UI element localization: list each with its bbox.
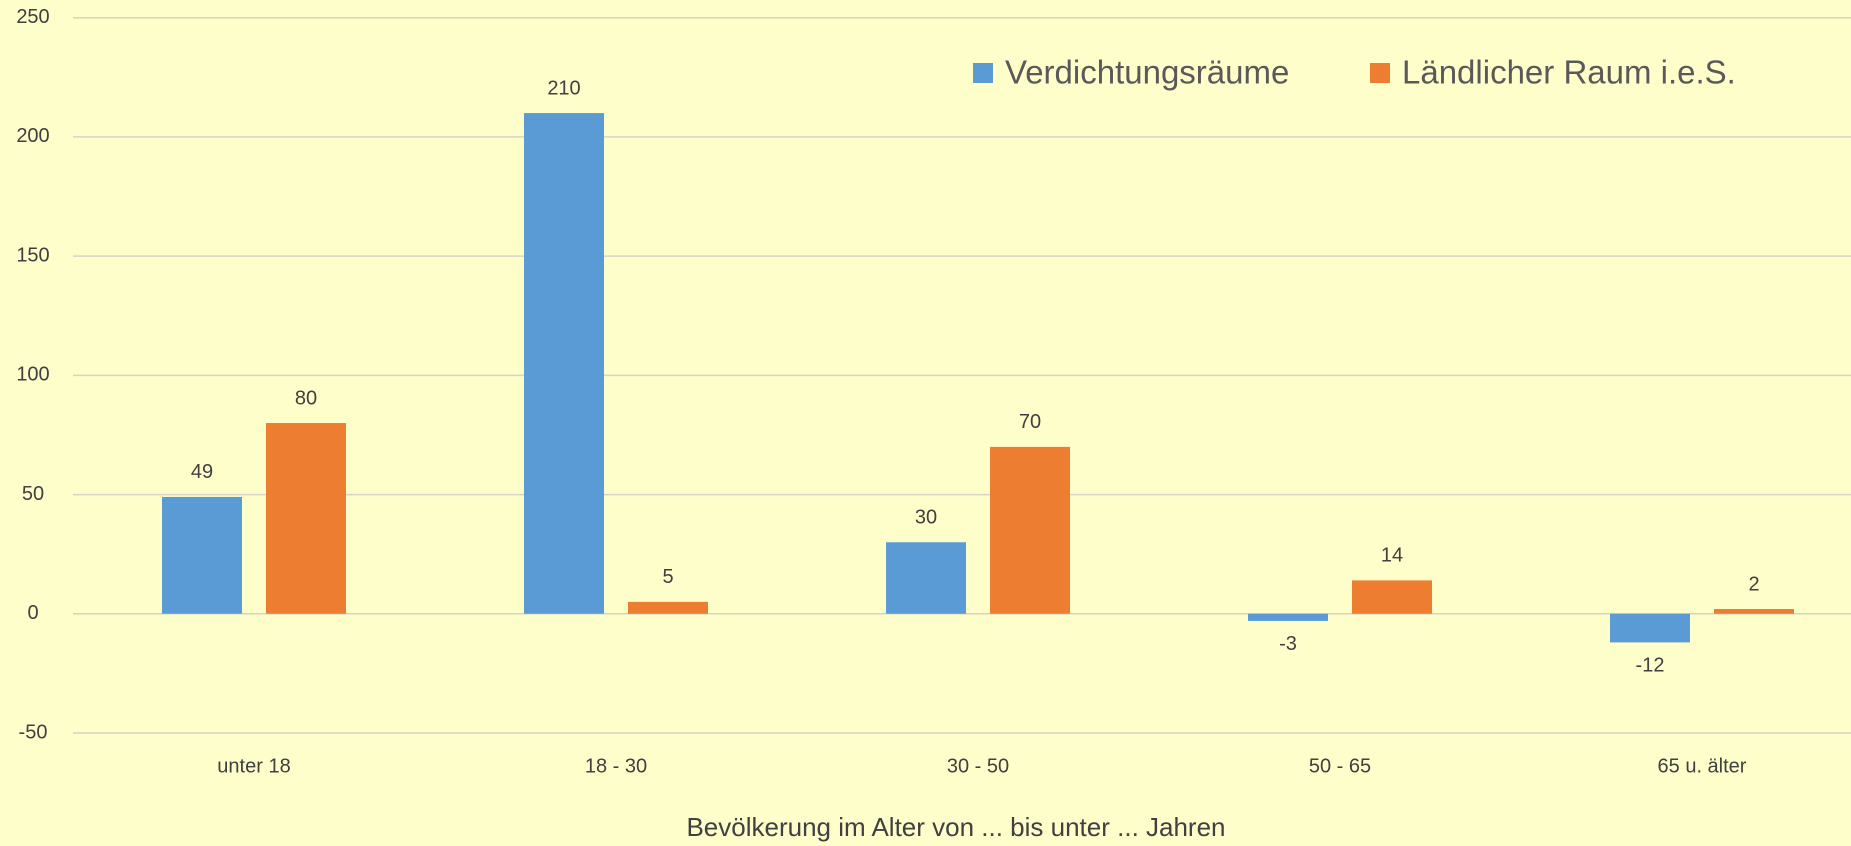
bar [266, 423, 346, 614]
bar [1714, 609, 1794, 614]
y-tick-label: 100 [16, 364, 49, 386]
data-label: 49 [191, 461, 213, 483]
x-axis-title: Bevölkerung im Alter von ... bis unter .… [686, 812, 1225, 842]
bar [162, 496, 242, 614]
bar [628, 601, 708, 614]
y-tick-label: 150 [16, 244, 49, 266]
y-tick-label: 50 [22, 483, 44, 505]
bar [524, 113, 604, 614]
data-label: -3 [1279, 633, 1297, 655]
legend-text: Verdichtungsräume [1005, 54, 1289, 91]
bar [1248, 613, 1328, 621]
legend-text: Ländlicher Raum i.e.S. [1402, 54, 1736, 91]
data-label: 14 [1381, 545, 1403, 567]
y-tick-label: 250 [16, 6, 49, 28]
legend-swatch [1370, 63, 1390, 83]
data-label: 80 [295, 387, 317, 409]
bar [1352, 580, 1432, 614]
y-tick-label: 0 [27, 602, 38, 624]
y-tick-label: 200 [16, 125, 49, 147]
data-label: 210 [547, 77, 580, 99]
x-tick-label: 18 - 30 [585, 755, 647, 777]
x-tick-label: 30 - 50 [947, 755, 1009, 777]
legend-swatch [973, 63, 993, 83]
data-label: 5 [662, 566, 673, 588]
bar [1610, 613, 1690, 643]
bar [886, 542, 966, 614]
x-tick-label: 50 - 65 [1309, 755, 1371, 777]
data-label: -12 [1636, 655, 1665, 677]
y-tick-label: -50 [19, 721, 48, 743]
data-label: 30 [915, 507, 937, 529]
data-label: 70 [1019, 411, 1041, 433]
x-tick-label: unter 18 [217, 755, 290, 777]
bar [990, 446, 1070, 614]
data-label: 2 [1748, 573, 1759, 595]
x-tick-label: 65 u. älter [1658, 755, 1747, 777]
